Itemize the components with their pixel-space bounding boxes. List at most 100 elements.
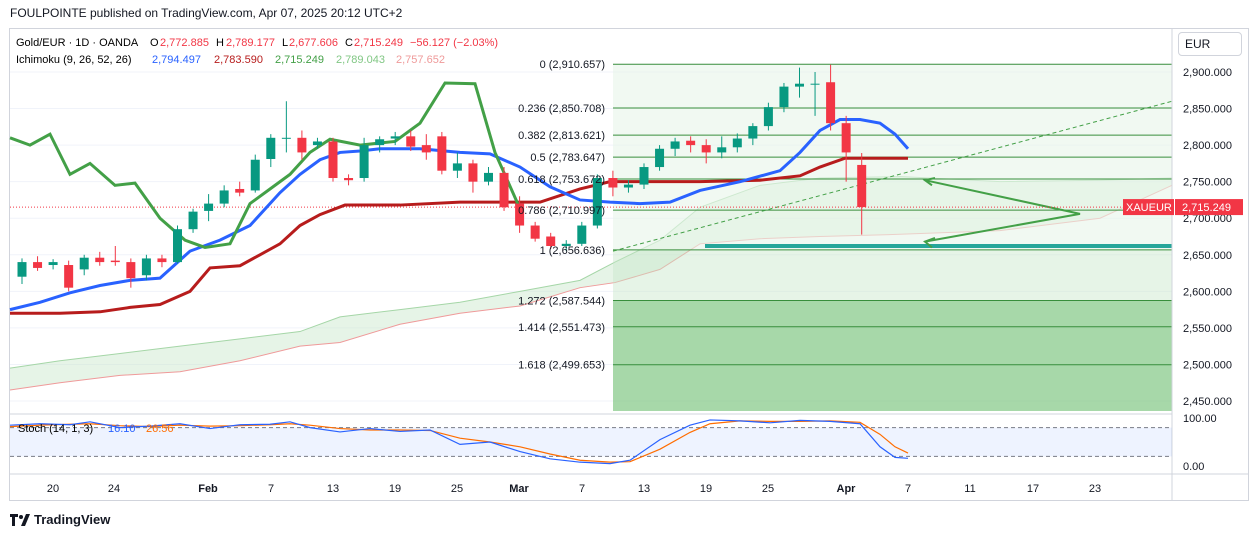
candle-body [95,257,105,263]
stoch-tick-label: 0.00 [1183,461,1204,473]
legend-high: 2,789.177 [226,37,275,49]
candle-body [748,126,758,139]
candle-body [437,136,447,171]
ichimoku-lead-a: 2,789.043 [336,54,385,66]
legend-open: 2,772.885 [160,37,209,49]
legend-close: 2,715.249 [354,37,403,49]
candle-body [623,184,633,188]
x-tick-label: 24 [108,483,120,495]
candle-body [577,225,587,244]
candle-body [17,262,27,277]
tradingview-logo[interactable]: TradingView [10,512,110,527]
arrow-head-top [922,177,936,187]
candle-body [390,136,400,139]
candle-body [359,145,369,179]
x-tick-label: 7 [905,483,911,495]
y-tick-label: 2,750.000 [1183,177,1232,189]
fib-level-label: 1.618 (2,499.653) [518,360,605,372]
legend-high-label: H [216,37,224,49]
candle-body [515,203,525,226]
ichimoku-lead-b: 2,757.652 [396,54,445,66]
candle-body [795,83,804,87]
x-tick-label: Apr [837,483,857,495]
x-tick-label: Feb [198,483,218,495]
legend-change: −56.127 (−2.03%) [410,37,498,49]
fib-zone-mid [613,249,1172,301]
stoch-k-line [9,419,909,465]
candle-body [250,159,260,191]
candle-body [561,243,571,247]
fib-zone-lower [613,300,1172,411]
candle-body [608,178,618,188]
candle-body [188,211,198,230]
arrow-head-bottom [923,237,936,249]
tradingview-logo-icon [10,513,30,526]
symbol-tag-bg [1123,199,1174,216]
y-tick-label: 2,600.000 [1183,286,1232,298]
candle-body [126,262,136,279]
candle-body [655,148,665,168]
fib-level-label: 0.382 (2,813.621) [518,130,605,142]
candle-body [701,145,711,153]
x-tick-label: 7 [268,483,274,495]
chart-frame [9,28,1249,501]
candle-body [763,107,773,127]
support-band [705,244,1172,249]
y-tick-label: 2,450.000 [1183,396,1232,408]
trend-line [612,100,1173,252]
candle-body [686,140,696,146]
stoch-k-value: 16.10 [108,423,136,435]
x-tick-label: 20 [47,483,59,495]
lagging-span [9,81,522,250]
x-tick-label: 13 [638,483,650,495]
candle-body [406,136,416,147]
x-tick-label: 19 [389,483,401,495]
candle-body [779,86,789,108]
y-tick-label: 2,900.000 [1183,67,1232,79]
legend-open-label: O [150,37,159,49]
legend-symbol: Gold/EUR · 1D · OANDA [16,37,139,49]
price-tag: 2,715.249 [1182,202,1231,214]
candle-body [235,188,245,193]
candle-body [375,139,385,146]
y-tick-label: 2,800.000 [1183,140,1232,152]
candle-body [204,203,214,211]
candle-body [64,265,74,288]
candle-body [452,163,462,171]
legend-close-label: C [345,37,353,49]
x-tick-label: 19 [700,483,712,495]
x-tick-label: Mar [509,483,529,495]
stoch-label: Stoch (14, 1, 3) [18,423,93,435]
brand-name: TradingView [34,512,111,527]
x-tick-label: 13 [327,483,339,495]
ichimoku-lagging: 2,715.249 [275,54,324,66]
candle-body [826,82,836,124]
candle-body [530,225,540,239]
ichimoku-label: Ichimoku (9, 26, 52, 26) [16,54,132,66]
candle-body [344,178,354,181]
fib-level-label: 0.5 (2,783.647) [530,152,605,164]
fib-level-label: 1 (2,656.636) [540,245,605,257]
x-tick-label: 23 [1089,483,1101,495]
currency-selector[interactable]: EUR [1178,32,1242,56]
candle-body [141,258,151,276]
candle-body [670,141,680,149]
legend-low: 2,677.606 [289,37,338,49]
fib-level-label: 0 (2,910.657) [540,59,605,71]
publisher-text: FOULPOINTE published on TradingView.com,… [10,6,403,20]
candle-body [328,141,338,179]
stoch-d-value: 26.56 [146,423,174,435]
candle-body [312,141,322,146]
candle-body [48,262,58,266]
candle-body [157,258,167,263]
candle-body [281,137,291,139]
ichimoku-conversion: 2,794.497 [152,54,201,66]
base-line [10,156,908,315]
candle-body [219,190,229,204]
candle-body [173,229,182,263]
fib-level-label: 0.236 (2,850.708) [518,103,605,115]
candle-body [33,262,43,268]
stoch-tick-label: 100.00 [1183,413,1217,425]
x-tick-label: 11 [964,483,975,495]
